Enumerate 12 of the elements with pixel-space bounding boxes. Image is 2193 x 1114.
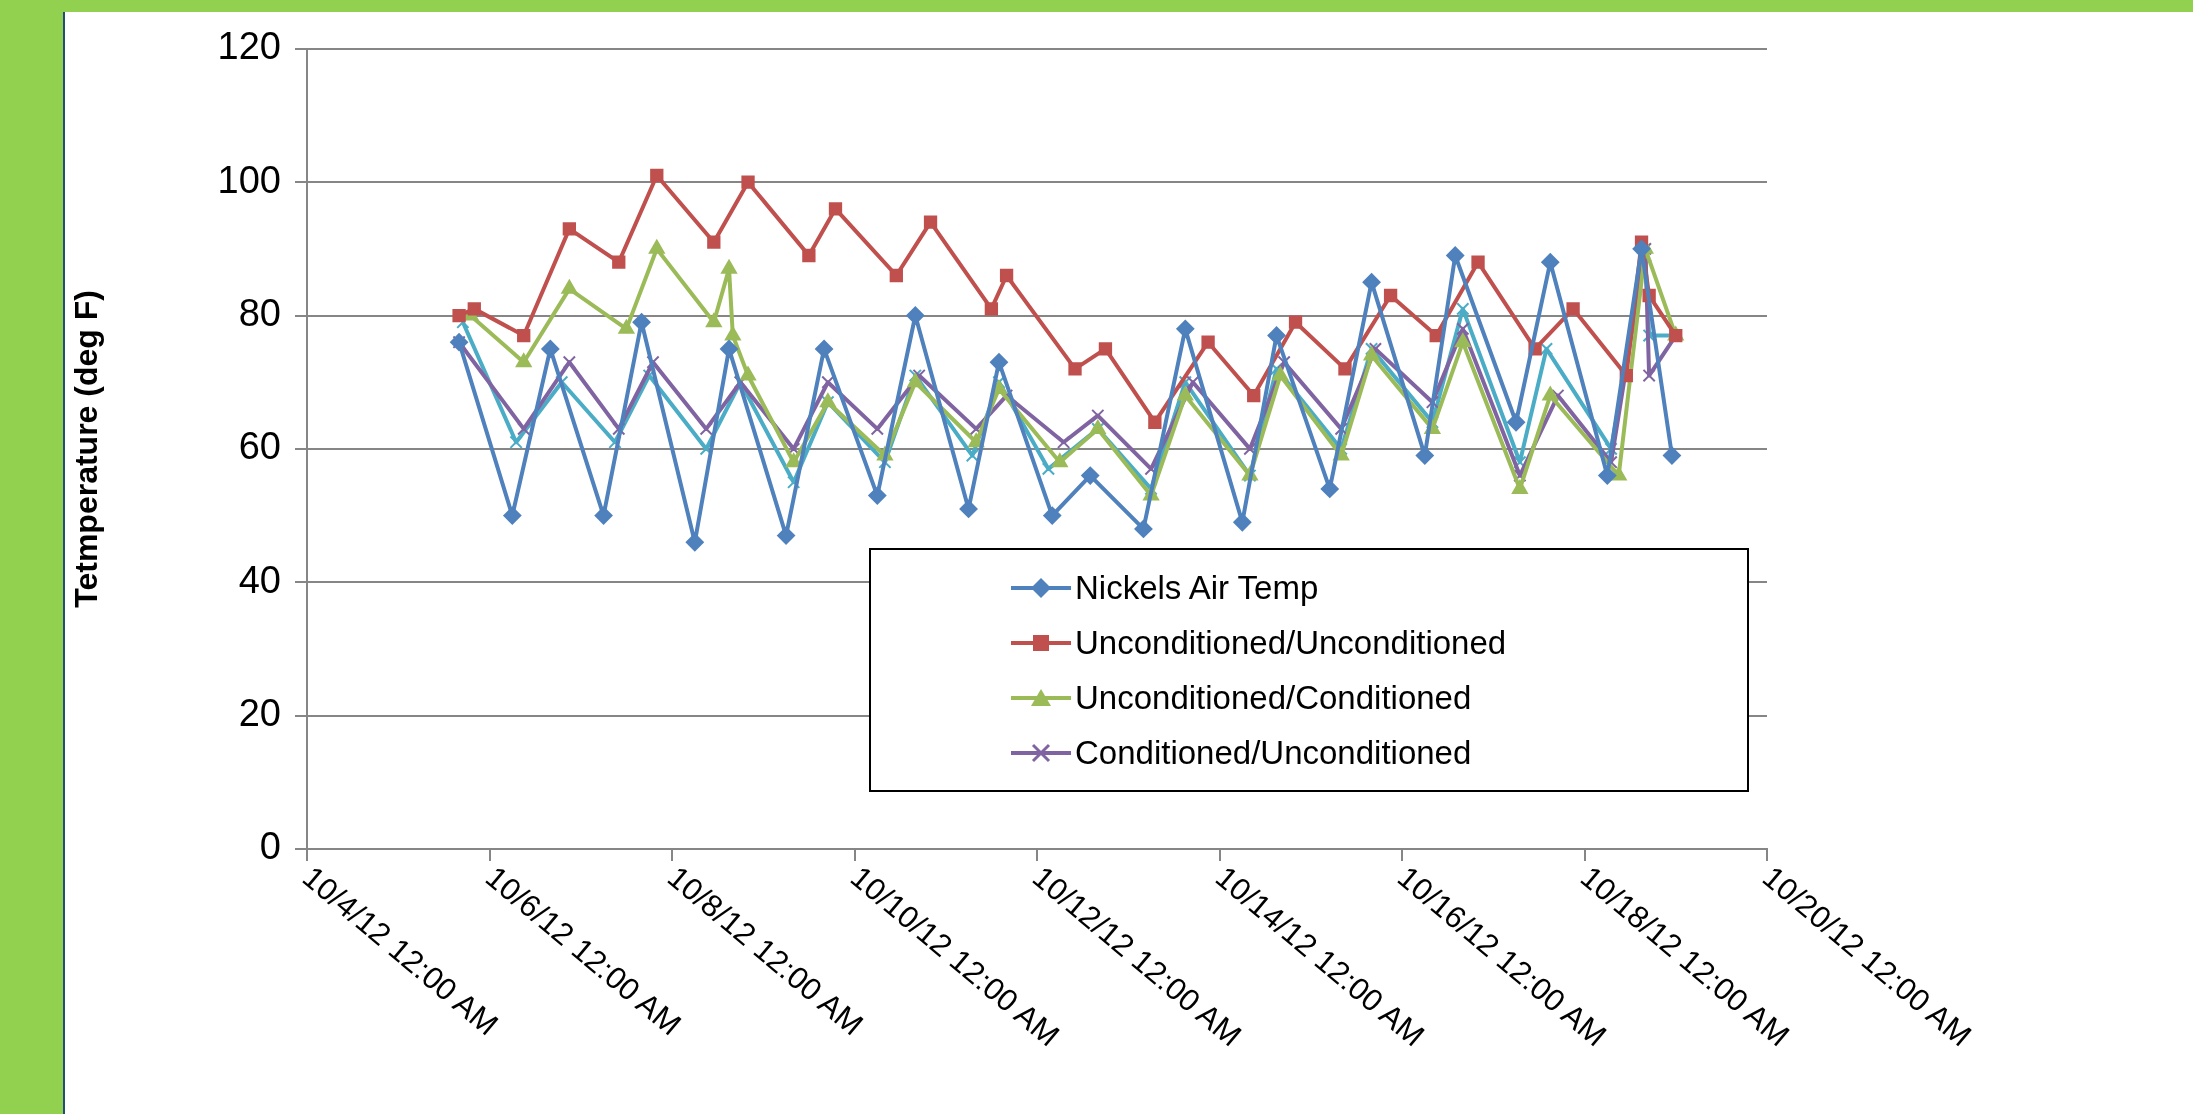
y-tick-label: 100 (217, 158, 281, 201)
y-tick-label: 60 (238, 425, 281, 468)
y-axis-title: Tetmperature (deg F) (68, 290, 105, 608)
y-tick-label: 120 (217, 25, 281, 68)
y-tick-label: 80 (238, 292, 281, 335)
y-tick-label: 40 (238, 558, 281, 601)
legend-label: Conditioned/Unconditioned (1075, 733, 1472, 772)
legend-label: Unconditioned/Conditioned (1075, 678, 1472, 717)
legend-label: Nickels Air Temp (1075, 568, 1319, 607)
y-tick-label: 0 (259, 825, 281, 868)
legend-label: Unconditioned/Unconditioned (1075, 623, 1507, 662)
y-tick-label: 20 (238, 692, 281, 735)
